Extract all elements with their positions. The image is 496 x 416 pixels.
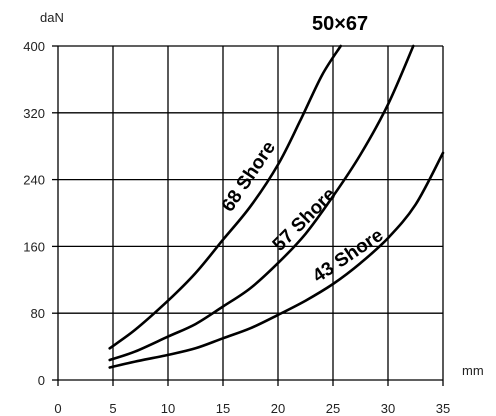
x-tick-label-6: 30 bbox=[381, 401, 395, 416]
y-tick-label-4: 320 bbox=[23, 106, 45, 121]
y-tick-label-2: 160 bbox=[23, 239, 45, 254]
y-tick-label-0: 0 bbox=[38, 373, 45, 388]
x-tick-label-1: 5 bbox=[109, 401, 116, 416]
series-line-57-shore bbox=[108, 44, 415, 362]
x-tick-label-0: 0 bbox=[54, 401, 61, 416]
x-tick-label-2: 10 bbox=[161, 401, 175, 416]
x-tick-label-3: 15 bbox=[216, 401, 230, 416]
series-line-68-shore bbox=[108, 44, 342, 350]
y-tick-label-3: 240 bbox=[23, 173, 45, 188]
y-tick-label-5: 400 bbox=[23, 39, 45, 54]
series-line-43-shore bbox=[108, 151, 445, 369]
series-label-57-shore: 57 Shore bbox=[269, 184, 341, 256]
x-tick-label-5: 25 bbox=[326, 401, 340, 416]
y-tick-labels: 0 80 160 240 320 400 bbox=[23, 39, 45, 388]
chart-title: 50×67 bbox=[312, 13, 368, 35]
x-tick-label-7: 35 bbox=[436, 401, 450, 416]
y-tick-label-1: 80 bbox=[31, 306, 45, 321]
x-axis-unit: mm bbox=[462, 363, 484, 378]
x-tick-label-4: 20 bbox=[271, 401, 285, 416]
grid bbox=[52, 45, 444, 386]
series-label-43-shore: 43 Shore bbox=[309, 225, 387, 287]
y-axis-unit: daN bbox=[40, 10, 64, 25]
series-lines bbox=[108, 44, 445, 369]
x-tick-labels: 0 5 10 15 20 25 30 35 bbox=[54, 401, 450, 416]
